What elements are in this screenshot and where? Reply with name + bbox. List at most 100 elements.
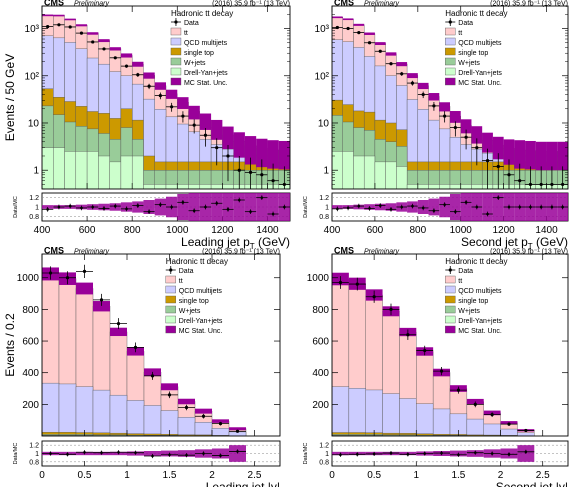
legend-label-qcd: QCD multijets <box>179 288 223 295</box>
ratio-point-marker <box>406 453 410 456</box>
legend-swatch-dy <box>445 67 456 76</box>
legend-swatch-stop <box>170 47 182 56</box>
ratio-unc-band <box>482 193 493 221</box>
bar-dy <box>396 166 408 189</box>
bar-qcd <box>382 393 400 436</box>
ratio-point-marker <box>57 205 61 209</box>
unc-band <box>93 301 110 312</box>
legend-label-stop: single top <box>179 298 209 305</box>
x-tick-label: 2.5 <box>536 470 550 481</box>
y-tick-label: 600 <box>312 337 329 348</box>
legend-swatch-stop <box>445 295 456 304</box>
legend-swatch-unc <box>445 77 456 86</box>
bar-dy <box>374 161 386 189</box>
data-point <box>473 402 477 406</box>
legend-swatch-qcd <box>170 37 182 46</box>
legend-label-unc: MC Stat. Unc. <box>179 328 223 335</box>
x-tick-label: 1400 <box>256 225 279 236</box>
ratio-point-marker <box>496 196 500 199</box>
y-tick-label: 10² <box>315 71 330 82</box>
ratio-point-marker <box>378 204 382 207</box>
ratio-point-marker <box>486 212 489 216</box>
cms-label: CMS <box>334 0 354 8</box>
legend-swatch-tt <box>445 275 456 284</box>
ratio-unc-band <box>428 198 440 216</box>
y-tick-label: 200 <box>312 400 329 411</box>
data-point <box>46 24 50 29</box>
legend-header: Hadronic tt decay <box>445 257 507 266</box>
y-tick-label: 800 <box>22 305 39 316</box>
legend-header: Hadronic tt decay <box>445 9 507 18</box>
unc-band <box>199 113 212 130</box>
ratio-point-marker <box>421 206 425 210</box>
ratio-tick-label: 1.2 <box>319 443 329 450</box>
legend-data-marker <box>174 20 178 24</box>
bar-dy <box>42 147 54 189</box>
legend-swatch-tt <box>165 275 176 284</box>
x-tick-label: 800 <box>409 225 426 236</box>
unc-band <box>188 105 200 120</box>
x-tick-label: 1.5 <box>451 470 465 481</box>
bar-dy <box>109 161 122 189</box>
legend-swatch-stop <box>165 295 176 304</box>
x-tick-label: 1 <box>124 470 130 481</box>
unc-band <box>482 132 493 153</box>
stack-group <box>332 272 535 436</box>
legend-swatch-unc <box>170 77 182 86</box>
unc-band <box>374 42 386 46</box>
plot-frame <box>41 5 291 190</box>
data-point <box>490 413 494 417</box>
ratio-point-marker <box>473 451 477 454</box>
data-point <box>421 92 425 97</box>
unc-band <box>109 47 121 51</box>
bar-qcd <box>42 382 60 436</box>
y-tick-label: 10³ <box>315 24 330 35</box>
legend-label-stop: single top <box>184 50 214 57</box>
unc-band <box>64 18 76 21</box>
data-point <box>432 104 436 108</box>
bar-qcd <box>517 432 535 436</box>
ratio-point-marker <box>192 209 196 213</box>
data-point <box>475 146 479 150</box>
unc-band <box>233 132 245 158</box>
legend-label-data: Data <box>458 268 473 275</box>
legend-label-wjets: W+jets <box>458 60 480 67</box>
legend-swatch-dy <box>165 315 176 324</box>
data-point <box>237 168 241 172</box>
cms-label: CMS <box>44 246 64 256</box>
unc-band <box>535 141 547 171</box>
data-point <box>150 374 155 378</box>
lumi-label: (2016) 35.9 fb⁻¹ (13 TeV) <box>202 249 280 256</box>
unc-band <box>256 138 268 168</box>
ratio-tick-label: 1.2 <box>319 195 329 202</box>
unc-band <box>407 73 418 79</box>
unc-band <box>439 102 450 112</box>
x-axis-label: Second jet pT (GeV) <box>461 235 568 251</box>
ratio-unc-band <box>244 193 257 221</box>
x-tick-label: 400 <box>34 225 51 236</box>
bar-dy <box>98 155 110 189</box>
bar-dy <box>406 184 419 189</box>
legend-label-data: Data <box>184 20 199 27</box>
legend-label-unc: MC Stat. Unc. <box>184 80 228 87</box>
unc-band <box>514 140 526 169</box>
legend-label-tt: tt <box>458 30 462 37</box>
unc-band <box>87 32 99 35</box>
y-tick-label: 400 <box>22 368 39 379</box>
lumi-label: (2016) 35.9 fb⁻¹ (13 TeV) <box>490 1 568 8</box>
ratio-point-marker <box>355 453 359 456</box>
x-tick-label: 0.5 <box>78 470 92 481</box>
data-point <box>79 31 84 35</box>
legend-swatch-qcd <box>445 285 456 294</box>
legend-label-unc: MC Stat. Unc. <box>458 328 502 335</box>
ratio-point-marker <box>490 452 494 455</box>
ratio-tick-label: 0.8 <box>29 459 39 466</box>
ratio-point-marker <box>236 450 239 453</box>
x-tick-label: 0 <box>39 470 45 481</box>
data-point <box>400 72 404 76</box>
ratio-unc-band <box>450 193 461 221</box>
ratio-point-marker <box>185 453 188 457</box>
bar-dy <box>471 184 483 189</box>
data-point <box>124 64 129 68</box>
